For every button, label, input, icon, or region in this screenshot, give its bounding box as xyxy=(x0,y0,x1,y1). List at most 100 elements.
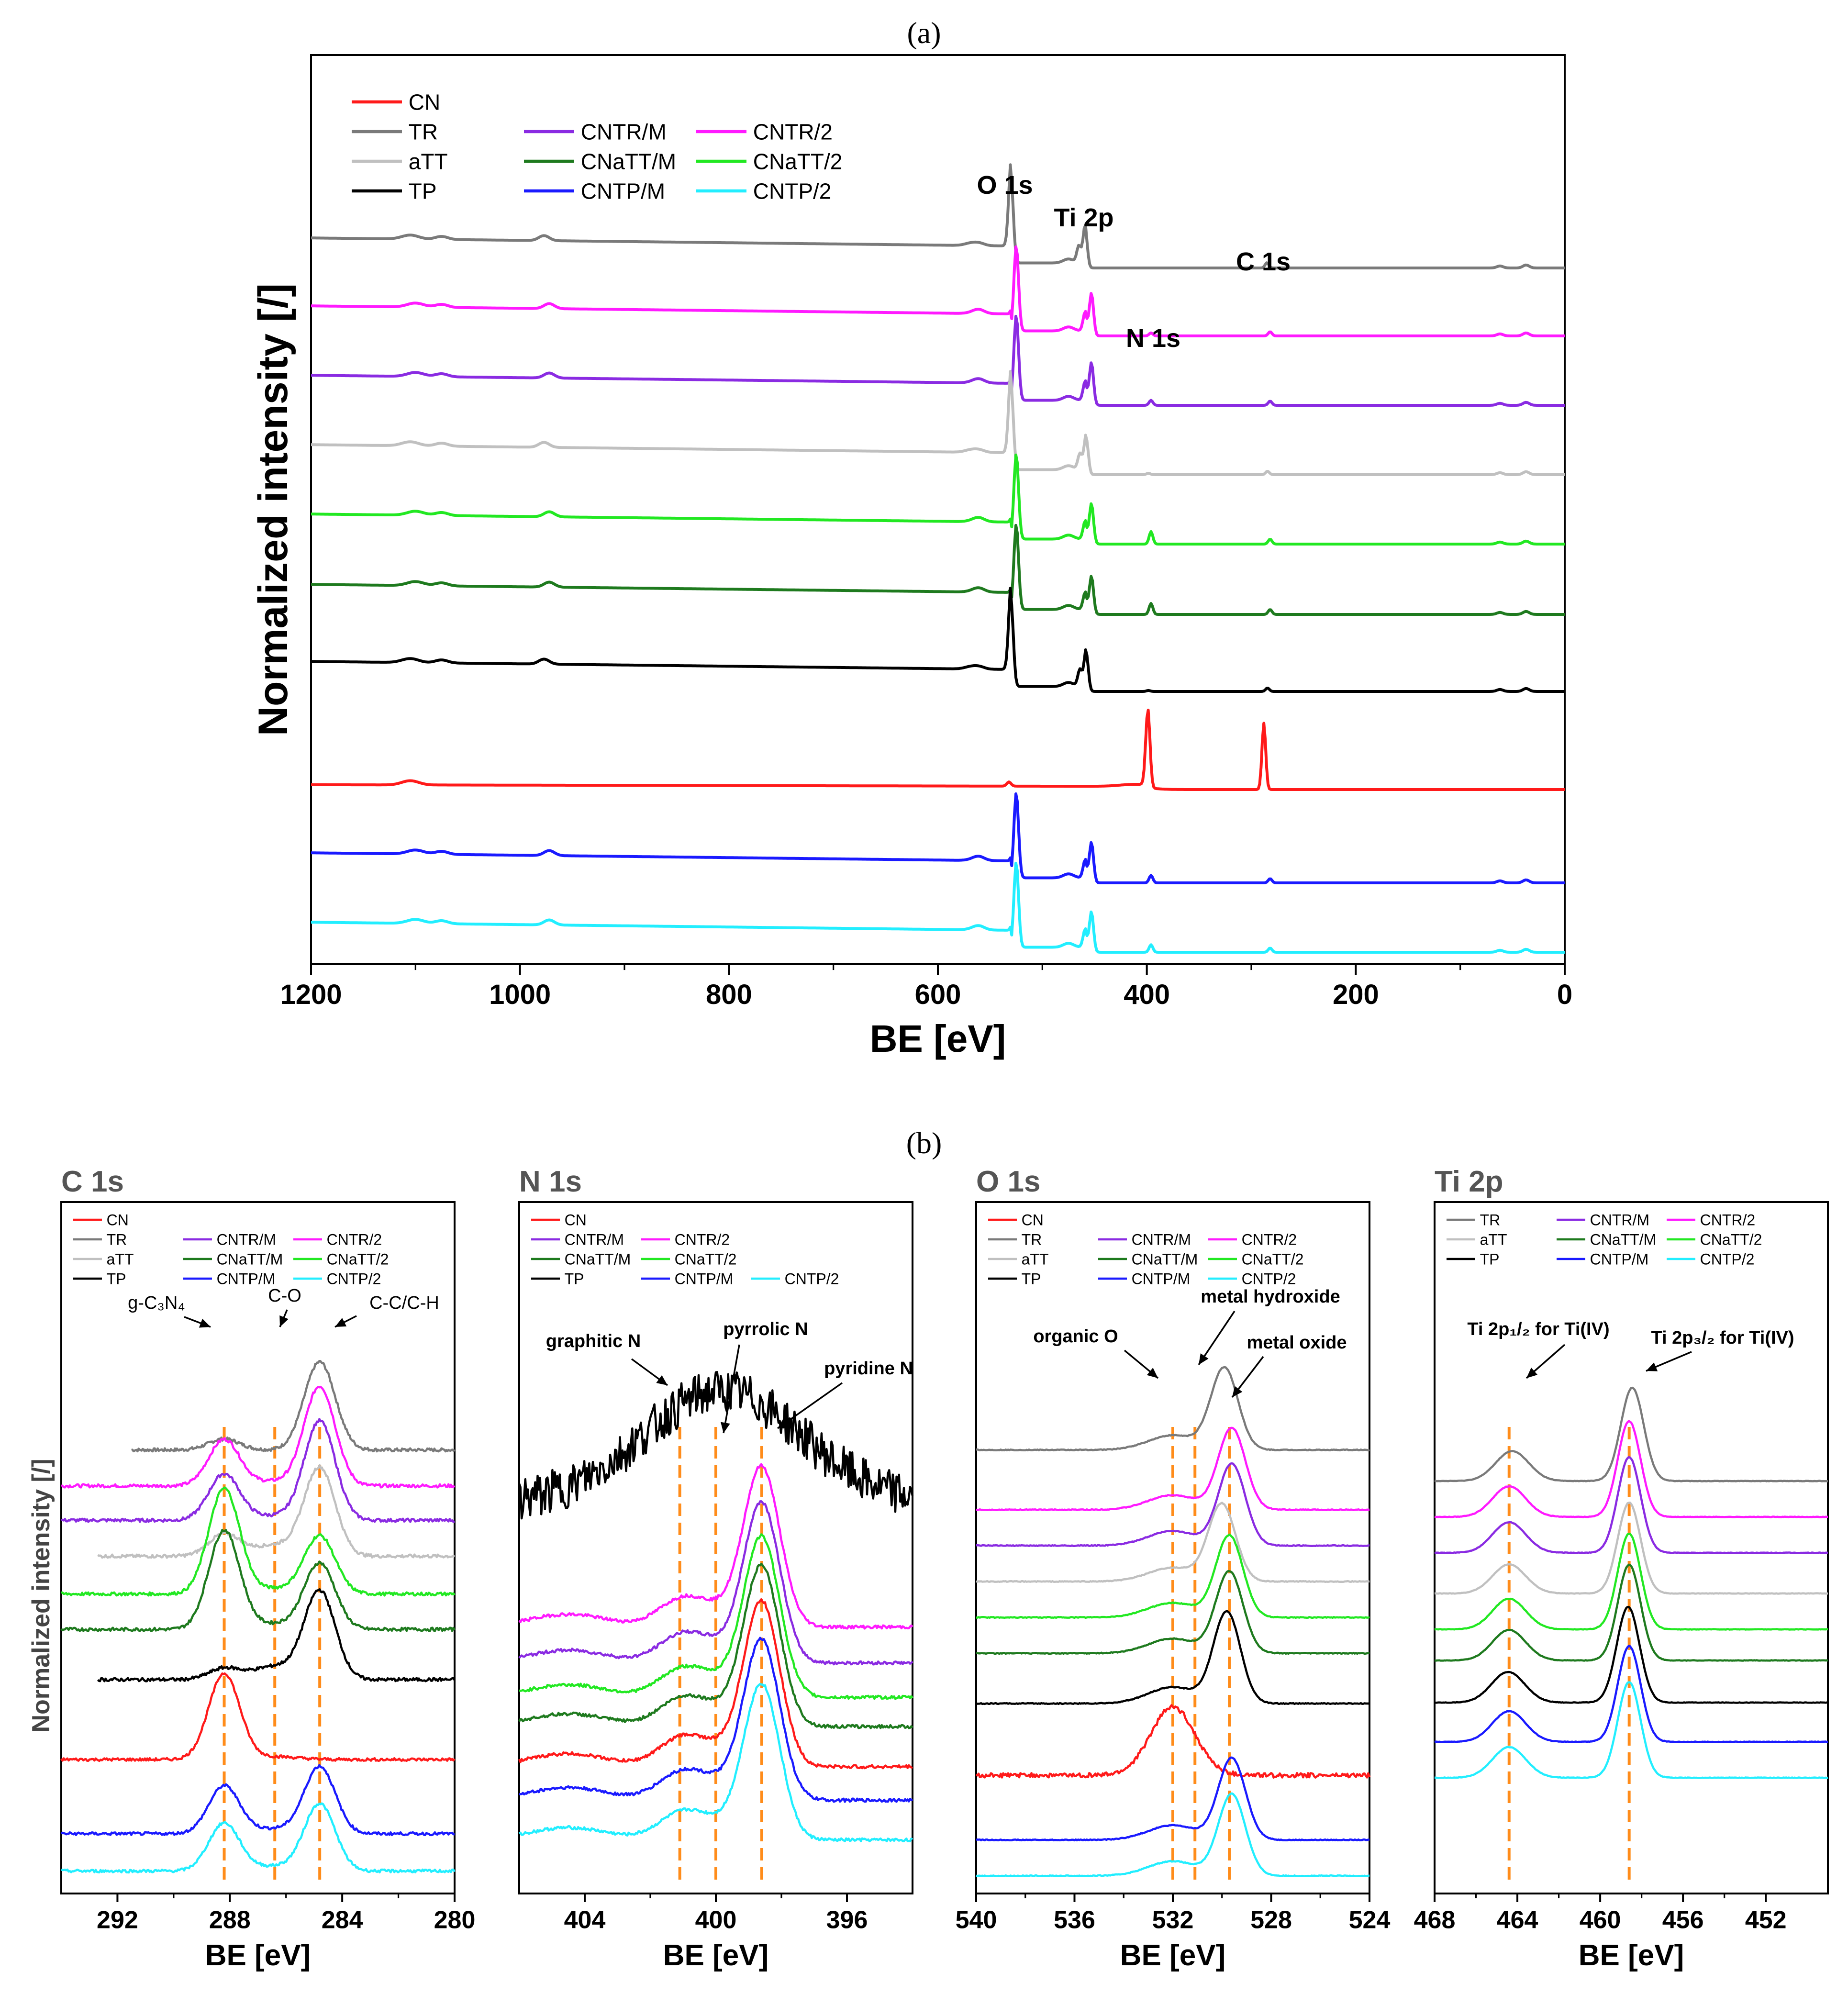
x-axis-label: BE [eV] xyxy=(663,1939,768,1972)
annotation-arrowhead xyxy=(656,1375,668,1385)
annotation-arrow xyxy=(777,1382,843,1429)
legend-label-cntr-m: CNTR/M xyxy=(581,120,667,145)
x-tick-label-400: 400 xyxy=(695,1906,737,1934)
panel-title: Ti 2p xyxy=(1435,1165,1503,1198)
legend-label-cntr-2: CNTR/2 xyxy=(327,1231,382,1248)
annotation-arrowhead xyxy=(1147,1368,1158,1378)
annotation-arrowhead xyxy=(1646,1362,1658,1371)
series-cnatt-m xyxy=(1434,1563,1828,1662)
series-cnatt-2 xyxy=(976,1533,1370,1619)
legend-label-cntp-2: CNTP/2 xyxy=(1242,1270,1296,1288)
legend-label-tp: TP xyxy=(409,179,437,204)
x-tick-label-288: 288 xyxy=(209,1906,251,1934)
series-att xyxy=(311,370,1565,476)
panel-label-a: (a) xyxy=(907,16,941,50)
x-tick-label-536: 536 xyxy=(1054,1906,1095,1934)
series-cntr-2 xyxy=(975,1426,1370,1512)
series-cntp-m xyxy=(60,1764,455,1837)
legend-label-cntp-2: CNTP/2 xyxy=(785,1270,839,1288)
x-axis-label: BE [eV] xyxy=(205,1939,311,1972)
annotation-o-1s: O 1s xyxy=(977,171,1033,200)
series-cnatt-m xyxy=(60,1528,456,1632)
panel-label-b: (b) xyxy=(906,1126,942,1160)
x-tick-label-468: 468 xyxy=(1414,1906,1456,1934)
annotation-organic-o: organic O xyxy=(1033,1326,1118,1347)
annotation-pyrrolic-n: pyrrolic N xyxy=(723,1319,808,1339)
annotation-arrow xyxy=(1198,1311,1236,1365)
legend: CN TR CNTR/M CNTR/2 aTT CNaTT/M CNaTT/2 TP CNTP/… xyxy=(988,1212,1303,1288)
legend: TR CNTR/M CNTR/2 aTT CNaTT/M CNaTT/2 TP CNTP/M C… xyxy=(1447,1212,1762,1268)
series-cntr-2 xyxy=(518,1463,913,1630)
series-cntp-m xyxy=(976,1756,1369,1842)
x-axis-label: BE [eV] xyxy=(1120,1939,1225,1972)
x-tick-label-528: 528 xyxy=(1250,1906,1292,1934)
x-tick-label-532: 532 xyxy=(1152,1906,1194,1934)
series-cnatt-2 xyxy=(61,1486,456,1597)
series-cn xyxy=(975,1704,1371,1779)
series-cntr-2 xyxy=(1434,1420,1828,1518)
annotation-ti-2p-for-ti-iv: Ti 2p₃/₂ for Ti(IV) xyxy=(1651,1328,1794,1348)
series-tr xyxy=(131,1359,456,1453)
panel-title: N 1s xyxy=(519,1165,582,1198)
legend-label-cntr-m: CNTR/M xyxy=(1590,1212,1649,1229)
x-tick-label-292: 292 xyxy=(97,1906,138,1934)
panel-title: O 1s xyxy=(976,1165,1040,1198)
legend: CN TR CNTR/M CNTR/2 aTT CNaTT/M CNaTT/2 TP CNTP/… xyxy=(352,90,842,204)
annotation-arrowhead xyxy=(1199,1353,1209,1365)
x-tick-label-540: 540 xyxy=(956,1906,997,1934)
annotation-g-c-n: g-C₃N₄ xyxy=(128,1293,185,1313)
series-cnatt-m xyxy=(976,1570,1369,1655)
x-tick-label-464: 464 xyxy=(1497,1906,1538,1934)
legend-label-cn: CN xyxy=(409,90,440,115)
annotation-arrowhead xyxy=(1526,1367,1538,1378)
series-cnatt-2 xyxy=(1434,1532,1828,1631)
legend-label-tr: TR xyxy=(409,120,438,145)
n1s-chart: 404 400 396 BE [eV] N 1s CN CNTR/M CNTR/2 CNaTT/… xyxy=(518,1165,914,1972)
legend-label-tr: TR xyxy=(1022,1231,1042,1248)
legend-label-cnatt-2: CNaTT/2 xyxy=(1242,1251,1304,1268)
legend-label-cnatt-2: CNaTT/2 xyxy=(327,1251,389,1268)
legend-label-cnatt-2: CNaTT/2 xyxy=(1700,1231,1762,1248)
series-cntp-m xyxy=(1434,1645,1828,1743)
series-cn xyxy=(311,709,1565,791)
legend-label-cntr-m: CNTR/M xyxy=(1132,1231,1191,1248)
series-cnatt-m xyxy=(518,1562,913,1729)
legend-label-tp: TP xyxy=(565,1270,584,1288)
x-tick-label-1200: 1200 xyxy=(280,979,342,1010)
x-tick-label-404: 404 xyxy=(564,1906,606,1934)
legend-label-cnatt-m: CNaTT/M xyxy=(1132,1251,1198,1268)
legend: CN CNTR/M CNTR/2 CNaTT/M CNaTT/2 TP CNTP/M CNTP… xyxy=(531,1212,839,1288)
plot-frame xyxy=(60,1201,456,1894)
series-tr xyxy=(311,163,1565,269)
annotation-metal-hydroxide: metal hydroxide xyxy=(1201,1287,1340,1307)
series-tp xyxy=(976,1610,1370,1705)
annotation-arrowhead xyxy=(721,1422,730,1433)
series-cntp-2 xyxy=(518,1682,913,1843)
series-tp xyxy=(97,1588,456,1682)
series-cntr-2 xyxy=(311,245,1565,337)
series-tr xyxy=(976,1366,1370,1452)
annotation-arrow xyxy=(723,1344,740,1434)
panel-title: C 1s xyxy=(61,1165,124,1198)
legend-label-cntp-m: CNTP/M xyxy=(217,1270,276,1288)
series-cntr-m xyxy=(1434,1456,1828,1554)
x-tick-label-200: 200 xyxy=(1333,979,1379,1010)
legend-label-tr: TR xyxy=(1480,1212,1501,1229)
series-cnatt-m xyxy=(311,524,1565,616)
annotation-ti-2p: Ti 2p xyxy=(1054,203,1113,232)
plot-frame xyxy=(310,54,1566,965)
series-cntr-m xyxy=(518,1500,913,1666)
legend: CN TR CNTR/M CNTR/2 aTT CNaTT/M CNaTT/2 TP CNTP/… xyxy=(73,1212,389,1288)
legend-label-cntp-m: CNTP/M xyxy=(1590,1251,1649,1268)
ti2p-chart: 468 464 460 456 452 BE [eV] Ti 2p TR CNTR/M CNTR/… xyxy=(1414,1165,1829,1972)
y-axis-label: Normalized intensity [/] xyxy=(250,283,296,736)
x-tick-label-284: 284 xyxy=(322,1906,363,1934)
series-cn xyxy=(518,1598,913,1770)
series-att xyxy=(1434,1502,1828,1595)
legend-label-tp: TP xyxy=(107,1270,126,1288)
series-cntr-m xyxy=(311,314,1565,407)
annotation-n-1s: N 1s xyxy=(1126,324,1180,353)
legend-label-cn: CN xyxy=(565,1212,587,1229)
annotation-c-1s: C 1s xyxy=(1236,247,1291,276)
